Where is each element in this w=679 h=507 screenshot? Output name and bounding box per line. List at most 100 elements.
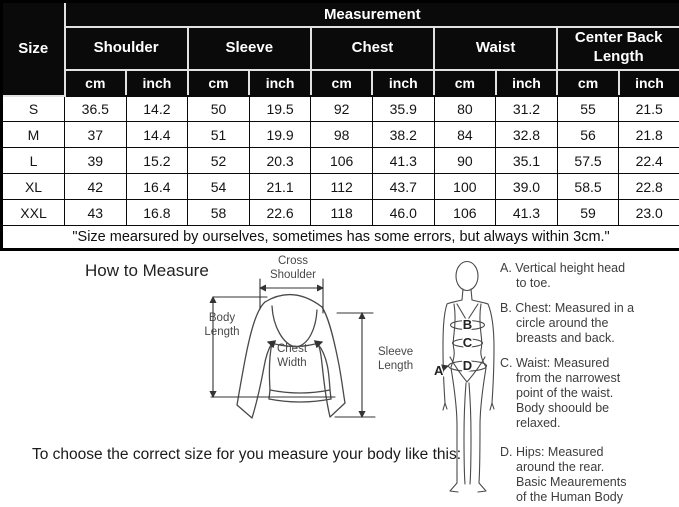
value-cell: 32.8 <box>495 121 558 148</box>
value-cell: 58 <box>187 199 250 226</box>
value-cell: 15.2 <box>125 147 189 174</box>
unit-header-inch: inch <box>371 68 436 97</box>
unit-header-inch: inch <box>617 68 679 97</box>
table-row-xxl: XXL 43 16.8 58 22.6 118 46.0 106 41.3 59… <box>1 199 679 226</box>
value-cell: 36.5 <box>64 95 127 122</box>
value-cell: 22.4 <box>618 147 679 174</box>
value-cell: 37 <box>64 121 127 148</box>
value-cell: 35.9 <box>371 95 435 122</box>
value-cell: 51 <box>187 121 250 148</box>
value-cell: 118 <box>310 199 373 226</box>
value-cell: 20.3 <box>248 147 312 174</box>
value-cell: 35.1 <box>495 147 558 174</box>
size-cell: M <box>1 121 65 148</box>
table-row-m: M 37 14.4 51 19.9 98 38.2 84 32.8 56 21.… <box>1 121 679 148</box>
measure-points-list: A. Vertical height head to toe. B. Chest… <box>500 261 670 507</box>
value-cell: 23.0 <box>618 199 679 226</box>
footer-instruction: To choose the correct size for you measu… <box>32 446 462 463</box>
group-header-shoulder: Shoulder <box>63 25 189 71</box>
value-cell: 14.4 <box>125 121 189 148</box>
unit-header-inch: inch <box>248 68 312 97</box>
measure-point-b: B. Chest: Measured in a circle around th… <box>500 301 635 345</box>
note-cell: "Size mearsured by ourselves, sometimes … <box>0 225 679 250</box>
value-cell: 22.6 <box>248 199 312 226</box>
value-cell: 50 <box>187 95 250 122</box>
measure-arrows <box>209 278 376 419</box>
measure-point-c: C. Waist: Measured from the narrowest po… <box>500 356 621 430</box>
measure-point-a: A. Vertical height head to toe. <box>500 261 626 290</box>
shirt-outline <box>236 293 346 419</box>
value-cell: 39 <box>64 147 127 174</box>
how-to-measure-heading: How to Measure <box>85 261 209 280</box>
value-cell: 14.2 <box>125 95 189 122</box>
value-cell: 52 <box>187 147 250 174</box>
table-row-s: S 36.5 14.2 50 19.5 92 35.9 80 31.2 55 2… <box>1 95 679 122</box>
value-cell: 54 <box>187 173 250 200</box>
value-cell: 16.4 <box>125 173 189 200</box>
group-header-center-back-length: Center Back Length <box>556 25 679 71</box>
chest-width-label: Chest Width <box>276 343 308 369</box>
shirt-measurement-diagram <box>209 278 376 419</box>
figure-label-a: A <box>434 363 444 378</box>
cross-shoulder-label: Cross Shoulder <box>269 255 317 281</box>
unit-header-cm: cm <box>63 68 128 97</box>
value-cell: 21.5 <box>618 95 679 122</box>
unit-header-inch: inch <box>494 68 559 97</box>
value-cell: 31.2 <box>495 95 558 122</box>
unit-header-cm: cm <box>309 68 374 97</box>
size-cell: S <box>1 95 65 122</box>
value-cell: 57.5 <box>556 147 620 174</box>
measurement-header: Measurement <box>63 0 679 28</box>
value-cell: 55 <box>556 95 620 122</box>
size-header: Size <box>0 0 66 97</box>
note-row: "Size mearsured by ourselves, sometimes … <box>0 225 679 250</box>
value-cell: 100 <box>433 173 497 200</box>
figure-label-d: D <box>463 358 472 373</box>
size-chart-table: Size Measurement Shoulder Sleeve Chest W… <box>0 0 679 251</box>
value-cell: 106 <box>310 147 373 174</box>
table-row-xl: XL 42 16.4 54 21.1 112 43.7 100 39.0 58.… <box>1 173 679 200</box>
value-cell: 80 <box>433 95 497 122</box>
size-cell: XL <box>1 173 65 200</box>
value-cell: 41.3 <box>495 199 558 226</box>
figure-label-b: B <box>463 317 472 332</box>
value-cell: 46.0 <box>371 199 435 226</box>
value-cell: 22.8 <box>618 173 679 200</box>
measure-point-d: D. Hips: Measured around the rear. Basic… <box>500 445 627 504</box>
body-outline <box>438 260 495 493</box>
value-cell: 19.9 <box>248 121 312 148</box>
value-cell: 21.8 <box>618 121 679 148</box>
unit-header-cm: cm <box>186 68 251 97</box>
value-cell: 92 <box>310 95 373 122</box>
size-cell: L <box>1 147 65 174</box>
figure-label-c: C <box>463 335 473 350</box>
value-cell: 59 <box>556 199 620 226</box>
group-header-chest: Chest <box>309 25 436 71</box>
value-cell: 98 <box>310 121 373 148</box>
value-cell: 39.0 <box>495 173 558 200</box>
value-cell: 56 <box>556 121 620 148</box>
value-cell: 41.3 <box>371 147 435 174</box>
value-cell: 19.5 <box>248 95 312 122</box>
unit-header-cm: cm <box>433 68 497 97</box>
group-header-sleeve: Sleeve <box>186 25 312 71</box>
unit-header-cm: cm <box>556 68 620 97</box>
unit-header-inch: inch <box>125 68 189 97</box>
value-cell: 42 <box>64 173 127 200</box>
value-cell: 43.7 <box>371 173 435 200</box>
value-cell: 58.5 <box>556 173 620 200</box>
value-cell: 16.8 <box>125 199 189 226</box>
value-cell: 112 <box>310 173 373 200</box>
value-cell: 21.1 <box>248 173 312 200</box>
sleeve-length-label: Sleeve Length <box>378 346 414 372</box>
size-cell: XXL <box>1 199 65 226</box>
body-figure-diagram: B C D A <box>433 260 495 493</box>
body-length-label: Body Length <box>204 312 240 338</box>
value-cell: 84 <box>433 121 497 148</box>
group-header-waist: Waist <box>433 25 559 71</box>
value-cell: 90 <box>433 147 497 174</box>
value-cell: 106 <box>433 199 497 226</box>
table-row-l: L 39 15.2 52 20.3 106 41.3 90 35.1 57.5 … <box>1 147 679 174</box>
value-cell: 43 <box>64 199 127 226</box>
